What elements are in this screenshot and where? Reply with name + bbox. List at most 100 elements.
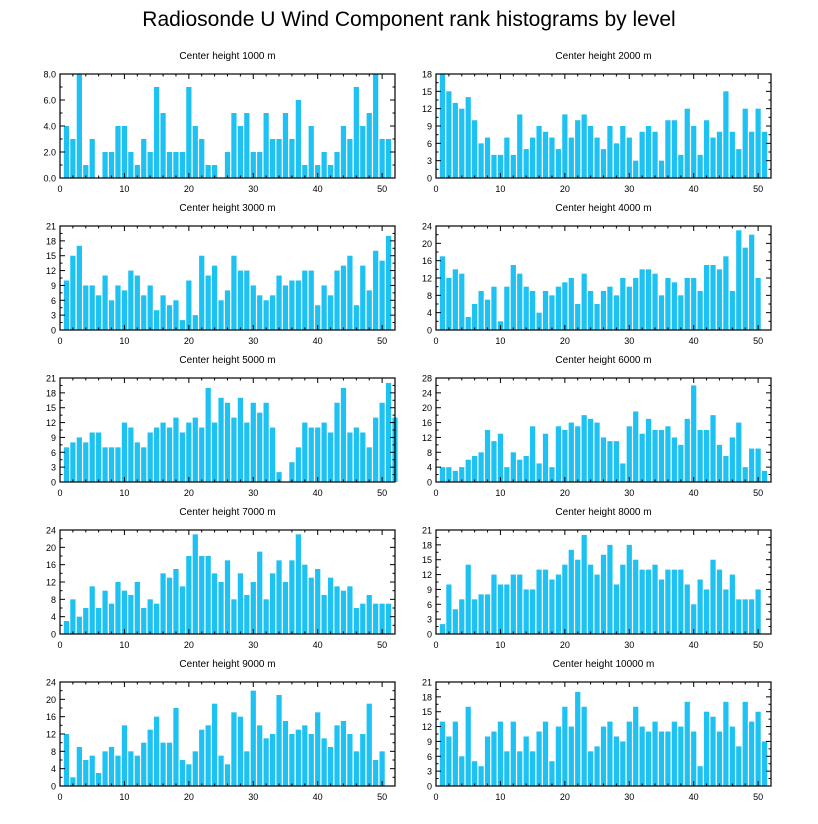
bar [710, 415, 716, 482]
x-tick-label: 40 [313, 640, 323, 650]
bar [96, 432, 102, 482]
y-tick-label: 8 [51, 595, 56, 605]
bar [282, 113, 289, 178]
bar [269, 295, 276, 330]
bar [446, 91, 452, 178]
x-tick-label: 40 [689, 336, 699, 346]
bar [282, 721, 289, 786]
y-tick-label: 0 [51, 478, 56, 488]
bar [459, 756, 465, 786]
y-tick-label: 3 [51, 311, 56, 321]
bar [658, 430, 665, 482]
y-tick-label: 6 [51, 448, 56, 458]
bar [761, 741, 768, 786]
bar [581, 706, 587, 786]
y-tick-label: 12 [46, 418, 56, 428]
bar [327, 432, 334, 482]
bar [199, 729, 205, 786]
y-tick-label: 21 [46, 374, 56, 384]
panel-title: Center height 5000 m [179, 355, 275, 366]
x-tick-label: 40 [689, 184, 699, 194]
bar [373, 417, 379, 482]
x-tick-label: 30 [248, 184, 258, 194]
bar [257, 551, 263, 634]
bar [379, 139, 385, 178]
x-tick-label: 20 [184, 488, 194, 498]
bar [536, 731, 542, 786]
bar [736, 599, 742, 634]
bar [141, 447, 147, 482]
bar [523, 589, 529, 634]
x-tick-label: 20 [560, 488, 570, 498]
y-tick-label: 15 [46, 251, 56, 261]
bar [211, 422, 218, 482]
bar [147, 599, 153, 634]
bar [89, 139, 95, 178]
bar [761, 131, 768, 178]
x-tick-label: 30 [624, 792, 634, 802]
bar [697, 766, 703, 786]
bar [263, 300, 269, 330]
bar [134, 442, 140, 482]
x-tick-label: 10 [495, 336, 505, 346]
bar [542, 721, 549, 786]
bar [282, 582, 289, 634]
y-tick-label: 16 [46, 560, 56, 570]
y-tick-label: 6 [427, 752, 432, 762]
bar [360, 603, 366, 634]
bar [581, 534, 587, 634]
bar [587, 564, 594, 634]
bar [517, 273, 523, 330]
bar [366, 595, 372, 634]
bar [497, 584, 504, 634]
bar [555, 286, 562, 330]
bar [166, 152, 173, 178]
bar [504, 137, 510, 178]
y-tick-label: 20 [46, 695, 56, 705]
bar [289, 462, 295, 482]
y-tick-label: 0 [51, 630, 56, 640]
bar [315, 427, 321, 482]
bar [353, 87, 359, 178]
bar [70, 599, 76, 634]
bar [562, 114, 568, 178]
bar [671, 282, 677, 330]
bar [83, 442, 89, 482]
bar [379, 402, 385, 482]
bar [575, 120, 581, 178]
y-tick-label: 8 [51, 747, 56, 757]
bar [315, 712, 321, 786]
y-tick-label: 0.0 [43, 174, 56, 184]
chart-panel: Center height 3000 m 0 10 20 30 40 50 0 3 6 9 12 15 1… [46, 203, 396, 346]
bar [665, 426, 671, 482]
bar [446, 278, 452, 330]
bar [186, 556, 192, 634]
bar [639, 569, 645, 634]
bar [192, 417, 198, 482]
bar [491, 154, 497, 178]
bar [587, 751, 594, 786]
bar [633, 411, 639, 482]
bar [549, 295, 555, 330]
bar [742, 599, 748, 634]
bar [517, 459, 523, 482]
panel-title: Center height 2000 m [555, 51, 651, 62]
bar [691, 278, 697, 330]
bar [308, 270, 314, 330]
bar [154, 310, 160, 330]
x-tick-label: 40 [313, 488, 323, 498]
bar [121, 422, 128, 482]
bar [594, 304, 600, 330]
bar [186, 764, 192, 786]
x-tick-label: 50 [377, 184, 387, 194]
x-tick-label: 0 [433, 792, 438, 802]
bar [504, 751, 510, 786]
bar [684, 108, 690, 178]
bar [600, 437, 607, 482]
y-tick-label: 12 [422, 722, 432, 732]
bar [63, 126, 70, 178]
x-tick-label: 10 [119, 184, 129, 194]
bar [729, 291, 735, 330]
bar [89, 586, 95, 634]
bar [452, 609, 458, 634]
